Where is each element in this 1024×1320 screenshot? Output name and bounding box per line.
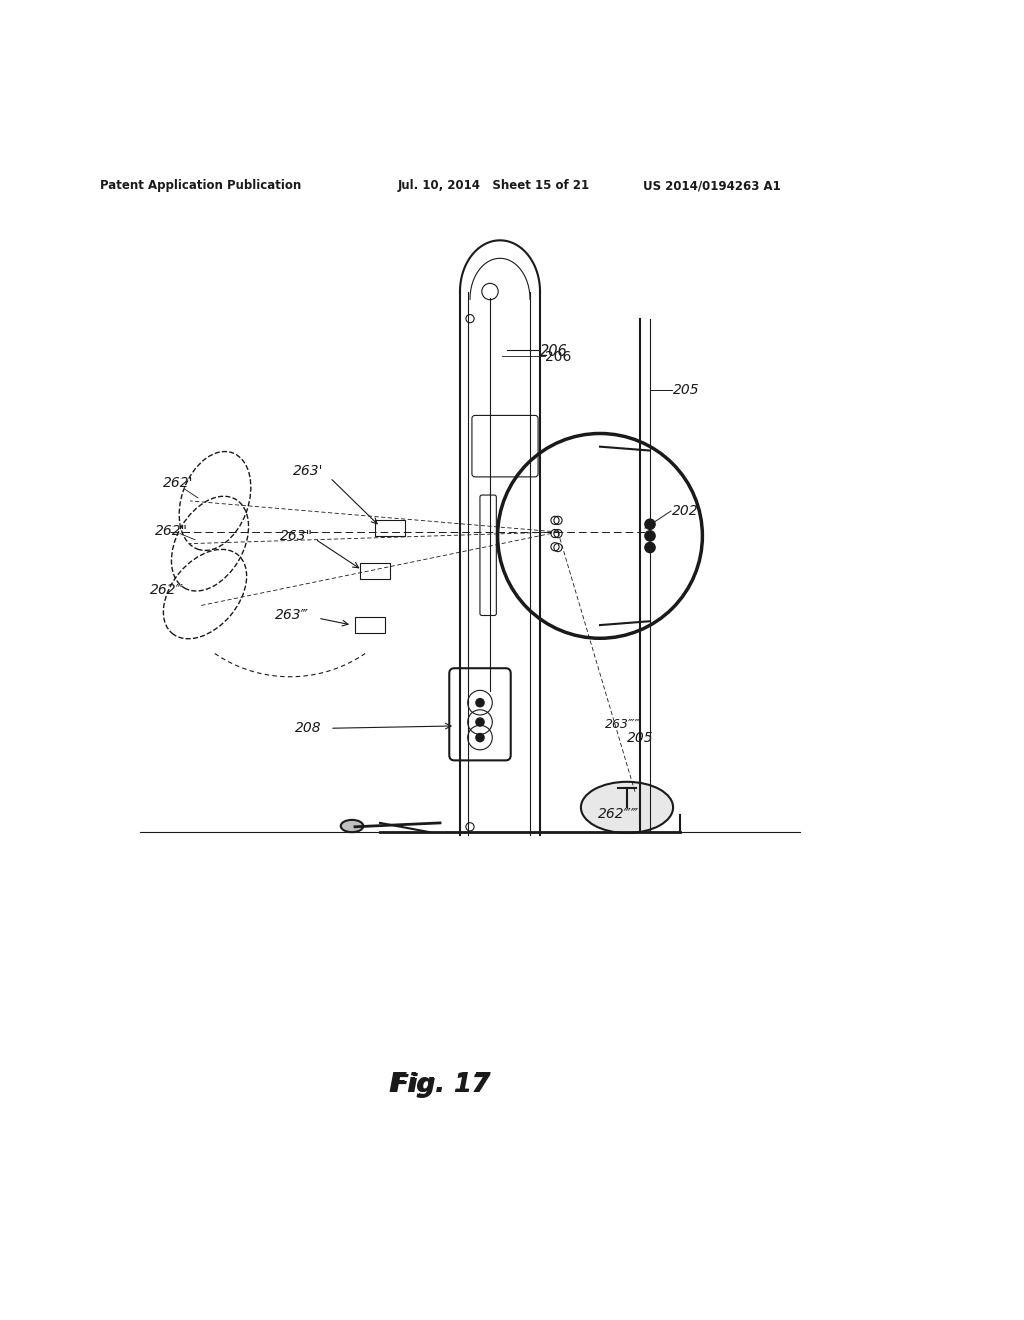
Text: 202: 202 <box>672 504 698 517</box>
Text: Fig. 17: Fig. 17 <box>389 1072 492 1098</box>
Circle shape <box>476 718 484 726</box>
Text: 206: 206 <box>540 343 567 359</box>
Text: 263‴‴: 263‴‴ <box>605 718 642 731</box>
Text: 263": 263" <box>280 529 313 543</box>
Ellipse shape <box>341 820 364 832</box>
Text: 263': 263' <box>293 465 324 478</box>
Ellipse shape <box>581 781 673 833</box>
Text: 205: 205 <box>627 730 653 744</box>
Text: US 2014/0194263 A1: US 2014/0194263 A1 <box>643 180 781 193</box>
Text: 262": 262" <box>155 524 188 539</box>
Text: Patent Application Publication: Patent Application Publication <box>100 180 302 193</box>
Text: 262': 262' <box>163 477 194 490</box>
Circle shape <box>645 543 655 553</box>
Text: Fig. 17: Fig. 17 <box>392 1073 488 1097</box>
Text: 208: 208 <box>295 721 322 735</box>
Text: 205: 205 <box>673 383 699 397</box>
Circle shape <box>476 734 484 742</box>
Text: 262‴‴: 262‴‴ <box>598 807 639 821</box>
Circle shape <box>476 698 484 706</box>
Circle shape <box>645 531 655 541</box>
Text: 206: 206 <box>545 350 571 364</box>
Circle shape <box>645 519 655 529</box>
Text: Jul. 10, 2014   Sheet 15 of 21: Jul. 10, 2014 Sheet 15 of 21 <box>397 180 590 193</box>
Text: 262‴: 262‴ <box>150 583 184 597</box>
Text: 263‴: 263‴ <box>275 609 309 622</box>
